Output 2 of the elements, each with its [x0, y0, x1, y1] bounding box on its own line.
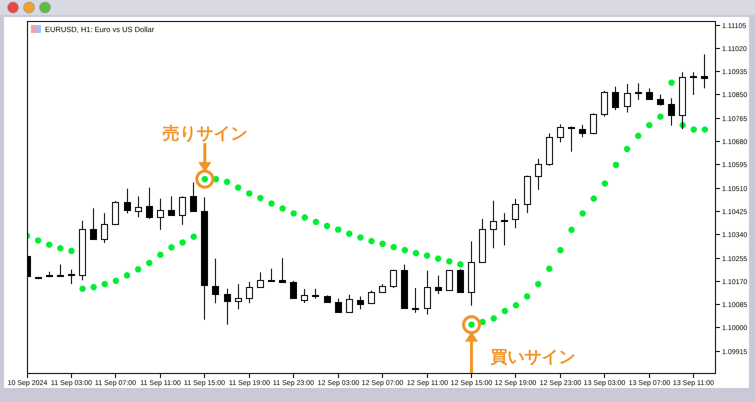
annotation: 売りサイン — [162, 124, 248, 144]
annotation: 買いサイン — [490, 348, 576, 367]
